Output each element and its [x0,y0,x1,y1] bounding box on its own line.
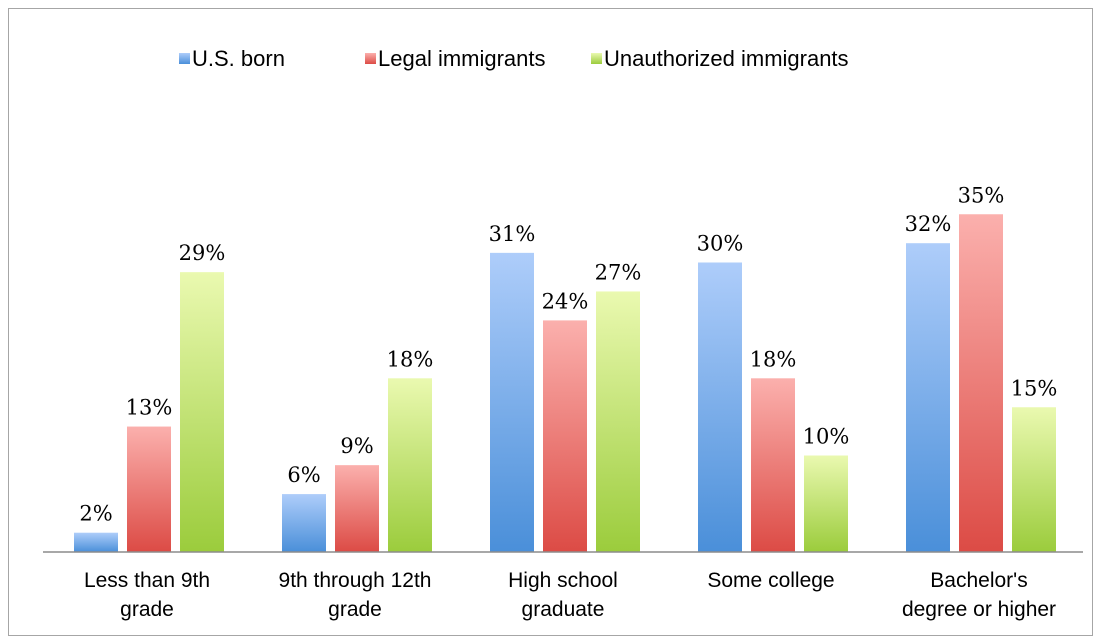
bar-2-2 [596,291,640,552]
bar-1-1 [335,465,379,552]
bar-1-4 [959,214,1003,552]
bar-0-4 [906,243,950,552]
category-label-3: Some college [707,569,834,592]
data-label-0-4: 32% [905,212,952,236]
data-label-2-3: 10% [803,425,850,449]
data-label-2-0: 29% [179,241,226,265]
data-label-0-1: 6% [287,463,320,487]
data-label-2-1: 18% [387,347,434,371]
legend-swatch-0 [179,53,190,64]
bar-2-0 [180,272,224,552]
data-label-2-4: 15% [1011,376,1058,400]
data-label-2-2: 27% [595,260,642,284]
bar-2-1 [388,378,432,552]
category-labels: Less than 9th grade 9th through 12th grade H… [84,569,1056,621]
legend: U.S. born Legal immigrants Unauthorized im… [179,46,849,71]
legend-swatch-1 [365,53,376,64]
category-label-4: Bachelor's degree or higher [902,569,1056,621]
bar-0-3 [698,262,742,552]
bar-1-0 [127,426,171,552]
category-label-0: Less than 9th grade [84,569,210,621]
bar-2-3 [804,455,848,552]
bars [74,214,1056,552]
data-labels: 2% 13% 29% 6% 9% 18% 31% 24%27% 30% 18% 10% 32%35% 1… [79,183,1057,525]
legend-label-0: U.S. born [192,46,285,71]
data-label-1-2: 24% [542,289,589,313]
legend-label-2: Unauthorized immigrants [604,46,849,71]
data-label-0-2: 31% [489,222,536,246]
bar-0-2 [490,252,534,552]
category-label-1: 9th through 12th grade [279,569,432,621]
bar-chart: U.S. born Legal immigrants Unauthorized im… [43,46,1083,621]
bar-1-3 [751,378,795,552]
category-label-2: High school graduate [508,569,618,621]
data-label-1-3: 18% [750,347,797,371]
bar-1-2 [543,320,587,552]
bar-0-1 [282,494,326,552]
legend-swatch-2 [591,53,602,64]
data-label-1-0: 13% [126,396,173,420]
data-label-1-4: 35% [958,183,1005,207]
bar-2-4 [1012,407,1056,552]
data-label-1-1: 9% [340,434,373,458]
bar-0-0 [74,532,118,552]
chart-frame: U.S. born Legal immigrants Unauthorized im… [8,8,1093,636]
data-label-0-3: 30% [697,232,744,256]
data-label-0-0: 2% [79,502,112,526]
legend-label-1: Legal immigrants [378,46,546,71]
